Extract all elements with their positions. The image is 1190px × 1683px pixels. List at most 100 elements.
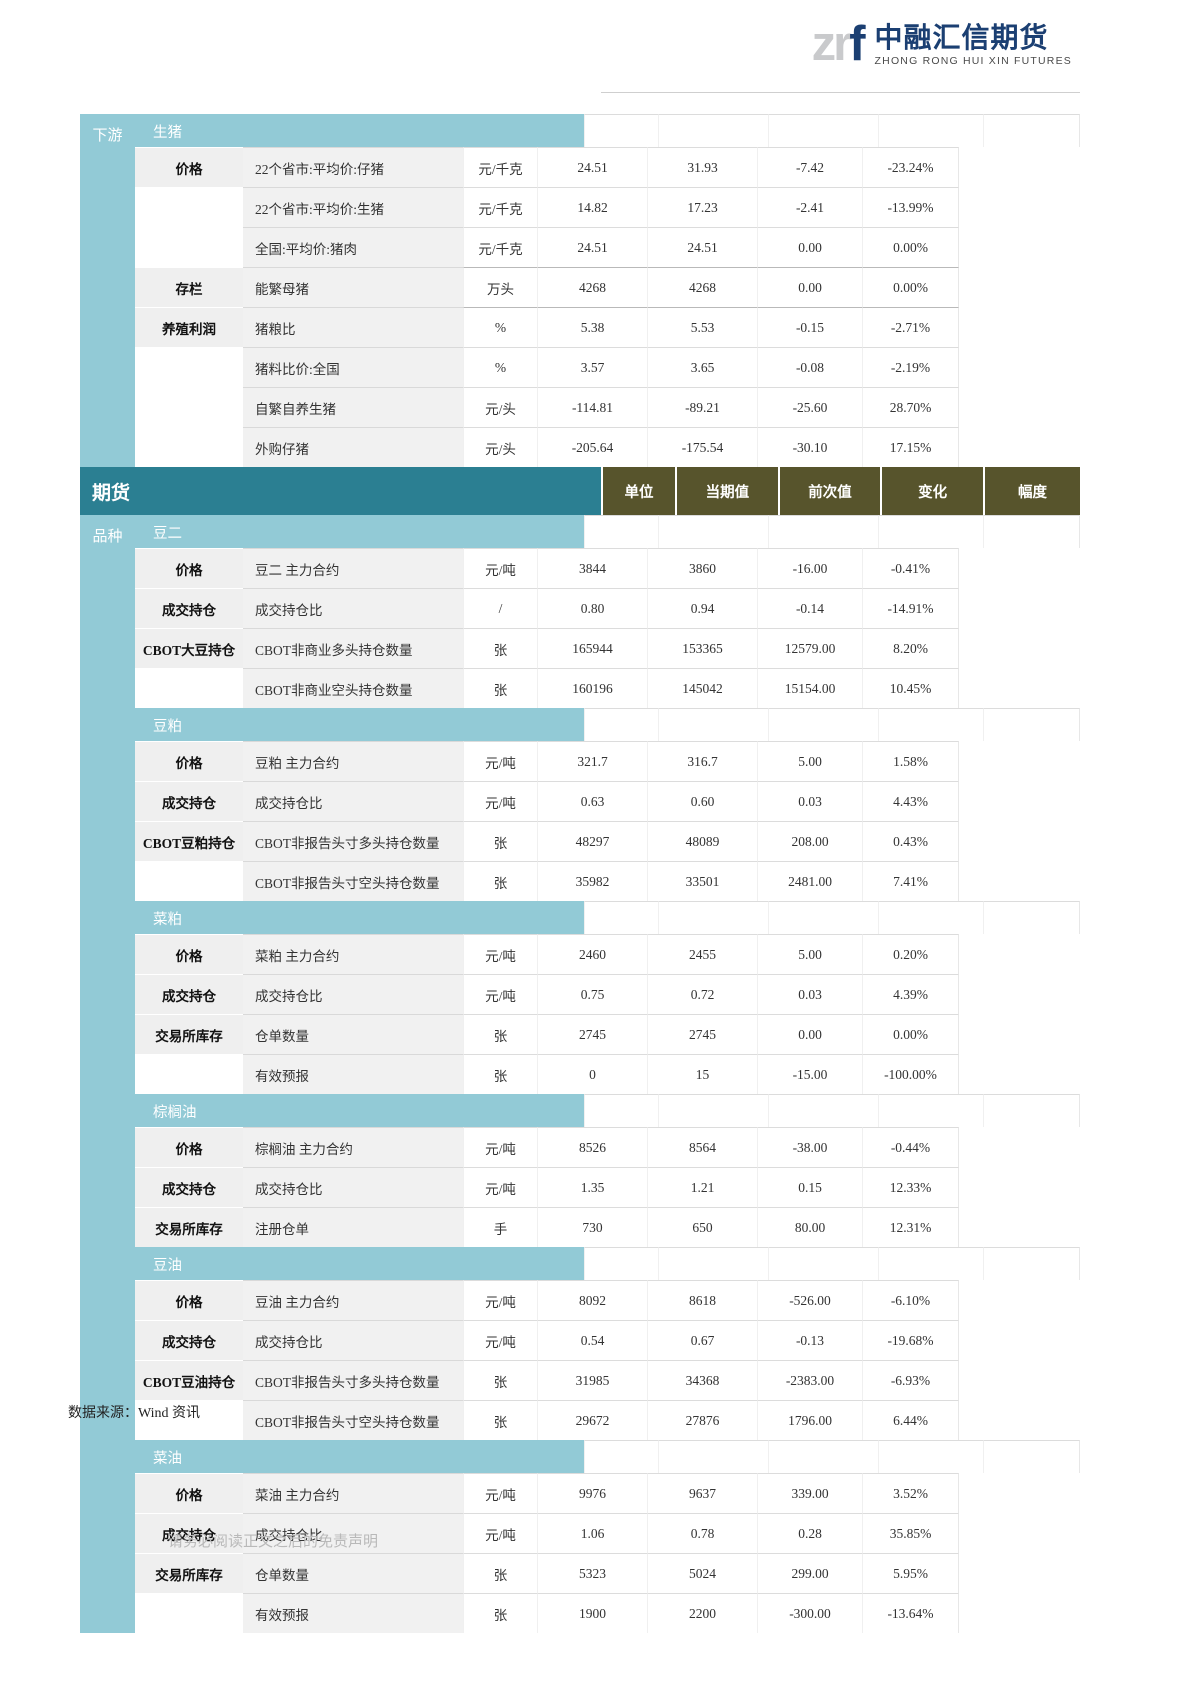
row-current: 3.57 xyxy=(537,347,647,387)
row-current: 730 xyxy=(537,1207,647,1247)
row-pct: 0.00% xyxy=(862,267,959,307)
row-current: 321.7 xyxy=(537,741,647,781)
row-current: 8092 xyxy=(537,1280,647,1320)
row-unit: 张 xyxy=(463,1593,537,1633)
row-pct: 4.39% xyxy=(862,974,959,1014)
row-unit: 元/吨 xyxy=(463,1473,537,1513)
data-sheet: 下游 生猪 价格 22个省市:平均价:仔猪 元/千克 24.51 31.93 -… xyxy=(80,92,1081,1633)
section-header-row: 棕榈油 xyxy=(135,1094,1080,1127)
table-row: 成交持仓 成交持仓比 / 0.80 0.94 -0.14 -14.91% xyxy=(135,588,1080,628)
row-change: 0.15 xyxy=(757,1167,862,1207)
row-change: -0.15 xyxy=(757,307,862,347)
table-row: 交易所库存 注册仓单 手 730 650 80.00 12.31% xyxy=(135,1207,1080,1247)
row-category: 养殖利润 xyxy=(135,307,243,347)
row-previous: 153365 xyxy=(647,628,757,668)
row-previous: 8618 xyxy=(647,1280,757,1320)
row-unit: 元/吨 xyxy=(463,934,537,974)
row-item: 外购仔猪 xyxy=(243,427,463,467)
row-current: 35982 xyxy=(537,861,647,901)
row-unit: 张 xyxy=(463,1014,537,1054)
row-previous: 145042 xyxy=(647,668,757,708)
section-blank-pct xyxy=(983,1247,1080,1280)
row-change: 0.28 xyxy=(757,1513,862,1553)
row-current: 48297 xyxy=(537,821,647,861)
row-current: 29672 xyxy=(537,1400,647,1440)
row-current: 0.54 xyxy=(537,1320,647,1360)
downstream-vertical-label: 下游 xyxy=(80,114,135,467)
table-row: 交易所库存 仓单数量 张 2745 2745 0.00 0.00% xyxy=(135,1014,1080,1054)
table-row: 成交持仓 成交持仓比 元/吨 1.06 0.78 0.28 35.85% xyxy=(135,1513,1080,1553)
table-row: CBOT大豆持仓 CBOT非商业多头持仓数量 张 165944 153365 1… xyxy=(135,628,1080,668)
logo-company-name-en: ZHONG RONG HUI XIN FUTURES xyxy=(874,55,1072,68)
row-pct: 4.43% xyxy=(862,781,959,821)
row-item: 22个省市:平均价:生猪 xyxy=(243,187,463,227)
section-blank-chg xyxy=(878,114,983,147)
row-current: 0.63 xyxy=(537,781,647,821)
row-previous: 34368 xyxy=(647,1360,757,1400)
row-previous: 8564 xyxy=(647,1127,757,1167)
section-header-row: 豆粕 xyxy=(135,708,1080,741)
row-current: 165944 xyxy=(537,628,647,668)
row-item: 豆油 主力合约 xyxy=(243,1280,463,1320)
table-row: 价格 棕榈油 主力合约 元/吨 8526 8564 -38.00 -0.44% xyxy=(135,1127,1080,1167)
row-category: 价格 xyxy=(135,548,243,588)
section-blank-chg xyxy=(878,515,983,548)
row-current: -114.81 xyxy=(537,387,647,427)
row-change: 5.00 xyxy=(757,934,862,974)
row-previous: 5024 xyxy=(647,1553,757,1593)
row-current: 2460 xyxy=(537,934,647,974)
row-item: 仓单数量 xyxy=(243,1553,463,1593)
row-unit: 张 xyxy=(463,1054,537,1094)
section-title-rapeseed-oil: 菜油 xyxy=(135,1440,584,1473)
row-change: 0.03 xyxy=(757,974,862,1014)
row-change: -526.00 xyxy=(757,1280,862,1320)
futures-band: 品种 豆二 价格 豆二 主力合约 元/吨 3844 3860 -16.00 -0… xyxy=(80,515,1080,1633)
row-current: 31985 xyxy=(537,1360,647,1400)
logo-mark-gray: zr xyxy=(811,17,853,71)
table-row: 价格 菜油 主力合约 元/吨 9976 9637 339.00 3.52% xyxy=(135,1473,1080,1513)
row-unit: 元/头 xyxy=(463,427,537,467)
section-header-row: 豆二 xyxy=(135,515,1080,548)
row-pct: 7.41% xyxy=(862,861,959,901)
row-change: 208.00 xyxy=(757,821,862,861)
section-blank-prev xyxy=(768,515,878,548)
row-unit: 张 xyxy=(463,628,537,668)
futures-band-title: 期货 xyxy=(80,467,601,515)
row-change: -0.14 xyxy=(757,588,862,628)
data-source-note: 数据来源：Wind 资讯 xyxy=(68,1406,201,1421)
row-item: CBOT非商业空头持仓数量 xyxy=(243,668,463,708)
row-pct: 5.95% xyxy=(862,1553,959,1593)
top-header-strip xyxy=(80,92,1080,114)
row-item: 有效预报 xyxy=(243,1593,463,1633)
row-previous: 31.93 xyxy=(647,147,757,187)
section-blank-chg xyxy=(878,1094,983,1127)
row-category xyxy=(135,668,243,708)
section-blank-unit xyxy=(584,114,658,147)
row-pct: -2.71% xyxy=(862,307,959,347)
row-item: 成交持仓比 xyxy=(243,588,463,628)
row-item: 成交持仓比 xyxy=(243,974,463,1014)
row-unit: / xyxy=(463,588,537,628)
section-blank-unit xyxy=(584,1247,658,1280)
section-blank-chg xyxy=(878,1440,983,1473)
row-current: -205.64 xyxy=(537,427,647,467)
row-category xyxy=(135,227,243,267)
row-change: -300.00 xyxy=(757,1593,862,1633)
table-row: 价格 菜粕 主力合约 元/吨 2460 2455 5.00 0.20% xyxy=(135,934,1080,974)
row-change: 80.00 xyxy=(757,1207,862,1247)
row-unit: 万头 xyxy=(463,267,537,307)
row-pct: 6.44% xyxy=(862,1400,959,1440)
row-pct: 17.15% xyxy=(862,427,959,467)
table-row: 价格 豆粕 主力合约 元/吨 321.7 316.7 5.00 1.58% xyxy=(135,741,1080,781)
row-change: 339.00 xyxy=(757,1473,862,1513)
row-change: -0.13 xyxy=(757,1320,862,1360)
row-unit: 张 xyxy=(463,1400,537,1440)
table-row: 猪料比价:全国 % 3.57 3.65 -0.08 -2.19% xyxy=(135,347,1080,387)
row-current: 5323 xyxy=(537,1553,647,1593)
row-current: 0 xyxy=(537,1054,647,1094)
row-pct: 0.43% xyxy=(862,821,959,861)
section-header-row: 豆油 xyxy=(135,1247,1080,1280)
row-previous: 3.65 xyxy=(647,347,757,387)
row-pct: 28.70% xyxy=(862,387,959,427)
row-previous: 33501 xyxy=(647,861,757,901)
